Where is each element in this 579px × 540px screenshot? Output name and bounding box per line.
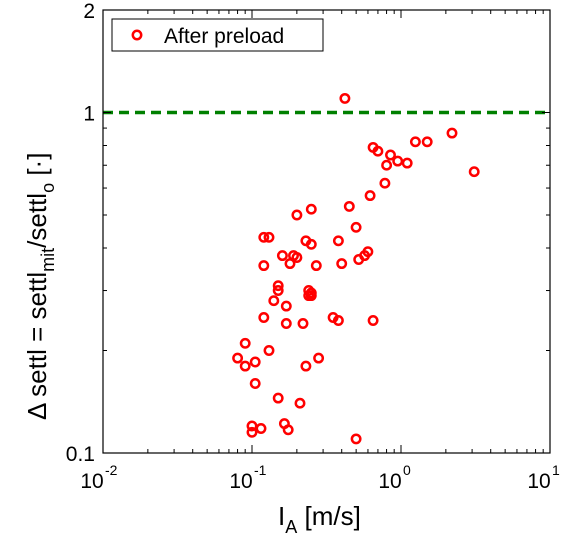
legend: After preload bbox=[111, 18, 324, 52]
data-point bbox=[381, 159, 393, 171]
data-point bbox=[409, 136, 421, 148]
y-axis-label-suffix: [·] bbox=[22, 153, 52, 183]
data-point bbox=[372, 145, 384, 157]
data-point bbox=[258, 260, 270, 272]
x-tick-base: 10 bbox=[527, 470, 550, 493]
data-point bbox=[232, 352, 244, 364]
data-point bbox=[297, 318, 309, 329]
data-point bbox=[379, 177, 391, 189]
y-axis-label-prefix: Δ settl = settl bbox=[22, 272, 52, 420]
y-axis-label-sub1: mit bbox=[38, 248, 58, 272]
data-point bbox=[367, 315, 379, 326]
x-tick-label: 10 -1 bbox=[229, 462, 266, 493]
data-point bbox=[280, 300, 292, 312]
x-tick-label: 10 0 bbox=[378, 462, 411, 493]
data-point bbox=[268, 295, 280, 307]
legend-marker bbox=[131, 29, 143, 41]
x-tick-base: 10 bbox=[229, 470, 252, 493]
data-point bbox=[310, 260, 322, 272]
data-point bbox=[239, 360, 251, 372]
y-tick-label: 0.1 bbox=[66, 443, 95, 466]
data-point bbox=[421, 136, 433, 148]
data-point bbox=[353, 254, 365, 265]
data-point bbox=[313, 352, 325, 364]
data-point bbox=[284, 258, 296, 270]
data-point bbox=[291, 252, 303, 263]
data-point bbox=[305, 290, 317, 302]
x-tick-exponent: 1 bbox=[552, 462, 560, 478]
x-tick-base: 10 bbox=[378, 470, 401, 493]
data-point bbox=[280, 318, 292, 329]
data-point bbox=[246, 426, 258, 438]
x-tick-label: 10 1 bbox=[527, 462, 560, 493]
data-point bbox=[239, 337, 251, 349]
y-axis-label-sub2: o bbox=[38, 183, 58, 193]
data-point bbox=[401, 157, 413, 169]
x-tick-base: 10 bbox=[80, 470, 103, 493]
data-point bbox=[364, 190, 376, 202]
data-point bbox=[258, 312, 270, 323]
data-point bbox=[468, 166, 480, 178]
data-point bbox=[332, 235, 344, 247]
data-point bbox=[336, 258, 348, 270]
legend-label: After preload bbox=[164, 25, 284, 48]
data-point bbox=[258, 231, 270, 243]
x-axis-label-main: I bbox=[278, 501, 285, 531]
x-axis-label-rest: [m/s] bbox=[297, 501, 361, 531]
x-axis-label: IA [m/s] bbox=[278, 501, 361, 537]
data-point bbox=[263, 345, 275, 356]
data-point bbox=[282, 424, 294, 436]
data-point bbox=[350, 433, 362, 445]
data-point bbox=[276, 250, 288, 262]
data-point bbox=[392, 155, 404, 167]
data-point bbox=[343, 200, 355, 212]
y-tick-label: 2 bbox=[83, 0, 95, 23]
data-point bbox=[272, 285, 284, 296]
data-point bbox=[255, 423, 267, 434]
data-point bbox=[339, 92, 351, 104]
y-axis-label-mid: /settl bbox=[22, 193, 52, 248]
x-tick-label: 10 -2 bbox=[80, 462, 117, 493]
data-point bbox=[291, 209, 303, 221]
data-point bbox=[263, 231, 275, 243]
x-tick-exponent: -2 bbox=[105, 462, 118, 478]
data-point bbox=[249, 378, 261, 389]
data-point bbox=[305, 238, 317, 250]
data-points bbox=[232, 92, 480, 445]
x-axis-label-sub: A bbox=[285, 517, 297, 537]
data-point bbox=[294, 397, 306, 409]
data-point bbox=[385, 149, 396, 161]
data-point bbox=[446, 127, 458, 139]
y-tick-label: 1 bbox=[83, 103, 95, 126]
data-point bbox=[332, 315, 344, 326]
data-point bbox=[305, 203, 317, 215]
y-axis-label: Δ settl = settlmit/settlo [·] bbox=[22, 153, 58, 420]
data-point bbox=[272, 392, 284, 404]
data-point bbox=[272, 280, 284, 292]
x-tick-exponent: 0 bbox=[403, 462, 411, 478]
data-point bbox=[249, 356, 261, 368]
legend-box bbox=[111, 18, 324, 52]
plot-area bbox=[102, 9, 551, 454]
data-point bbox=[300, 360, 312, 372]
x-tick-exponent: -1 bbox=[254, 462, 267, 478]
data-point bbox=[350, 221, 362, 233]
